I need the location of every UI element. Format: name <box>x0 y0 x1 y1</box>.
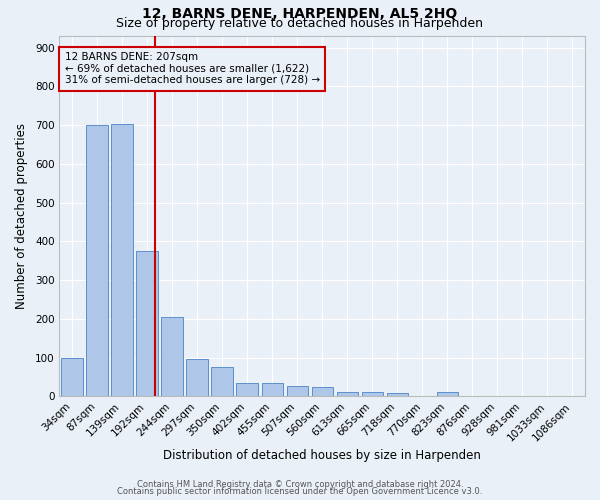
Text: Contains public sector information licensed under the Open Government Licence v3: Contains public sector information licen… <box>118 487 482 496</box>
Bar <box>287 386 308 396</box>
Bar <box>311 388 333 396</box>
Bar <box>236 384 258 396</box>
Bar <box>362 392 383 396</box>
Bar <box>61 358 83 396</box>
Bar <box>136 251 158 396</box>
Bar <box>386 393 408 396</box>
Bar <box>437 392 458 396</box>
Bar <box>211 367 233 396</box>
Bar <box>187 358 208 396</box>
Bar <box>337 392 358 396</box>
Y-axis label: Number of detached properties: Number of detached properties <box>15 123 28 309</box>
Text: 12 BARNS DENE: 207sqm
← 69% of detached houses are smaller (1,622)
31% of semi-d: 12 BARNS DENE: 207sqm ← 69% of detached … <box>65 52 320 86</box>
Bar <box>112 124 133 396</box>
Bar <box>86 125 107 396</box>
X-axis label: Distribution of detached houses by size in Harpenden: Distribution of detached houses by size … <box>163 450 481 462</box>
Bar <box>161 317 182 396</box>
Bar <box>262 384 283 396</box>
Text: Contains HM Land Registry data © Crown copyright and database right 2024.: Contains HM Land Registry data © Crown c… <box>137 480 463 489</box>
Text: 12, BARNS DENE, HARPENDEN, AL5 2HQ: 12, BARNS DENE, HARPENDEN, AL5 2HQ <box>142 8 458 22</box>
Text: Size of property relative to detached houses in Harpenden: Size of property relative to detached ho… <box>116 18 484 30</box>
